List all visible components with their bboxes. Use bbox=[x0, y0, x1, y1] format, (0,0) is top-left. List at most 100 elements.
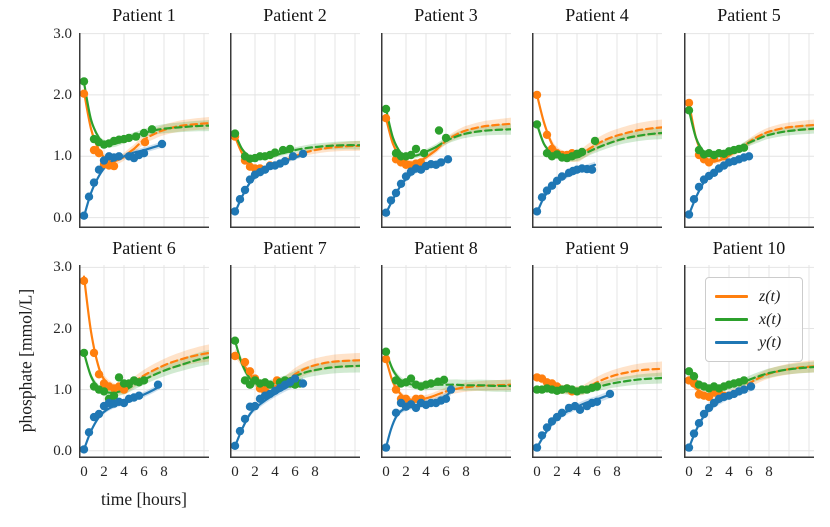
panel-plot-3 bbox=[381, 33, 511, 228]
x-tick-label: 8 bbox=[462, 464, 470, 480]
legend-entry-z: z(t) bbox=[715, 285, 792, 308]
y-axis-label: phosphate [mmol/L] bbox=[15, 288, 36, 433]
gridlines bbox=[79, 265, 209, 458]
x-tick-label: 4 bbox=[573, 464, 581, 480]
y-observations bbox=[230, 374, 308, 450]
z-uncertainty-band bbox=[436, 379, 511, 399]
x-tick-label: 4 bbox=[271, 464, 279, 480]
legend-label: z(t) bbox=[759, 287, 781, 305]
x-tick-label: 4 bbox=[725, 464, 733, 480]
x-observations bbox=[532, 382, 602, 396]
y-observations bbox=[684, 382, 756, 452]
x-tick-label: 2 bbox=[251, 464, 259, 480]
y-tick-label: 1.0 bbox=[53, 148, 72, 165]
x-predicted-line bbox=[283, 144, 360, 154]
x-tick-label: 4 bbox=[422, 464, 430, 480]
legend-entry-x: x(t) bbox=[715, 308, 792, 331]
x-tick-label: 0 bbox=[231, 464, 239, 480]
gridlines bbox=[79, 33, 209, 228]
x-tick-label: 6 bbox=[291, 464, 299, 480]
y-observations bbox=[532, 164, 597, 216]
y-tick-label: 3.0 bbox=[53, 25, 72, 42]
x-predicted-line bbox=[434, 383, 511, 388]
x-uncertainty-band bbox=[583, 372, 662, 395]
gridlines bbox=[381, 265, 511, 458]
gridlines bbox=[230, 33, 360, 228]
panel-title-9: Patient 9 bbox=[565, 238, 629, 258]
y-tick-label: 3.0 bbox=[53, 259, 72, 276]
x-tick-label: 4 bbox=[120, 464, 128, 480]
y-tick-label: 2.0 bbox=[53, 320, 72, 337]
y-observations bbox=[684, 152, 754, 219]
x-tick-label: 8 bbox=[613, 464, 621, 480]
y-observations bbox=[381, 385, 456, 452]
x-tick-label: 2 bbox=[705, 464, 713, 480]
z-predicted-line bbox=[434, 383, 511, 397]
y-observations bbox=[230, 149, 308, 216]
panel-plot-5 bbox=[684, 33, 814, 228]
x-observations bbox=[79, 348, 149, 403]
gridlines bbox=[532, 265, 662, 458]
panel-title-5: Patient 5 bbox=[717, 5, 781, 25]
x-predicted-line bbox=[737, 365, 814, 386]
x-uncertainty-band bbox=[126, 349, 209, 394]
legend-label: y(t) bbox=[759, 333, 782, 351]
x-tick-label: 6 bbox=[593, 464, 601, 480]
y-observations bbox=[79, 139, 167, 220]
panel-title-3: Patient 3 bbox=[414, 5, 478, 25]
panel-title-2: Patient 2 bbox=[263, 5, 327, 25]
panel-plot-7 bbox=[230, 265, 360, 458]
panel-title-4: Patient 4 bbox=[565, 5, 629, 25]
z-uncertainty-band bbox=[285, 352, 360, 389]
x-axis-label: time [hours] bbox=[100, 489, 188, 509]
y-tick-label: 2.0 bbox=[53, 86, 72, 103]
y-observations bbox=[532, 389, 615, 452]
z-line-swatch bbox=[715, 295, 748, 298]
z-uncertainty-band bbox=[739, 119, 814, 154]
x-tick-label: 6 bbox=[745, 464, 753, 480]
x-predicted-line bbox=[577, 131, 662, 158]
panel-title-8: Patient 8 bbox=[414, 238, 478, 258]
panel-title-6: Patient 6 bbox=[112, 238, 176, 258]
x-tick-label: 8 bbox=[765, 464, 773, 480]
legend-entry-y: y(t) bbox=[715, 331, 792, 354]
x-observations bbox=[230, 129, 295, 163]
y-tick-label: 0.0 bbox=[53, 442, 72, 459]
y-observations bbox=[381, 155, 453, 217]
legend-label: x(t) bbox=[759, 310, 782, 328]
z-uncertainty-band bbox=[436, 117, 511, 154]
y-observations bbox=[79, 380, 163, 454]
x-tick-label: 8 bbox=[311, 464, 319, 480]
x-observations bbox=[381, 347, 449, 391]
panel-title-1: Patient 1 bbox=[112, 5, 176, 25]
x-observations bbox=[79, 77, 157, 149]
y-tick-label: 1.0 bbox=[53, 381, 72, 398]
x-tick-label: 2 bbox=[100, 464, 108, 480]
panel-plot-6 bbox=[79, 265, 209, 458]
x-tick-label: 0 bbox=[80, 464, 88, 480]
x-observations bbox=[684, 106, 749, 160]
x-tick-label: 6 bbox=[140, 464, 148, 480]
panel-plot-9 bbox=[532, 265, 662, 458]
x-tick-label: 2 bbox=[402, 464, 410, 480]
x-tick-label: 0 bbox=[382, 464, 390, 480]
panel-title-10: Patient 10 bbox=[712, 238, 786, 258]
x-tick-label: 0 bbox=[533, 464, 541, 480]
x-observations bbox=[381, 104, 451, 161]
panel-plot-4 bbox=[532, 33, 662, 228]
y-tick-label: 0.0 bbox=[53, 209, 72, 226]
x-observations bbox=[684, 367, 749, 393]
x-line-swatch bbox=[715, 318, 748, 321]
x-tick-label: 2 bbox=[553, 464, 561, 480]
panel-plot-2 bbox=[230, 33, 360, 228]
x-predicted-line bbox=[737, 127, 814, 150]
z-predicted-line bbox=[283, 359, 360, 384]
x-tick-label: 0 bbox=[685, 464, 693, 480]
z-predicted-line bbox=[577, 126, 662, 158]
z-uncertainty-band bbox=[235, 348, 285, 393]
panel-plot-8 bbox=[381, 265, 511, 458]
legend: z(t) x(t) y(t) bbox=[705, 277, 803, 362]
x-tick-label: 8 bbox=[160, 464, 168, 480]
x-tick-label: 6 bbox=[442, 464, 450, 480]
